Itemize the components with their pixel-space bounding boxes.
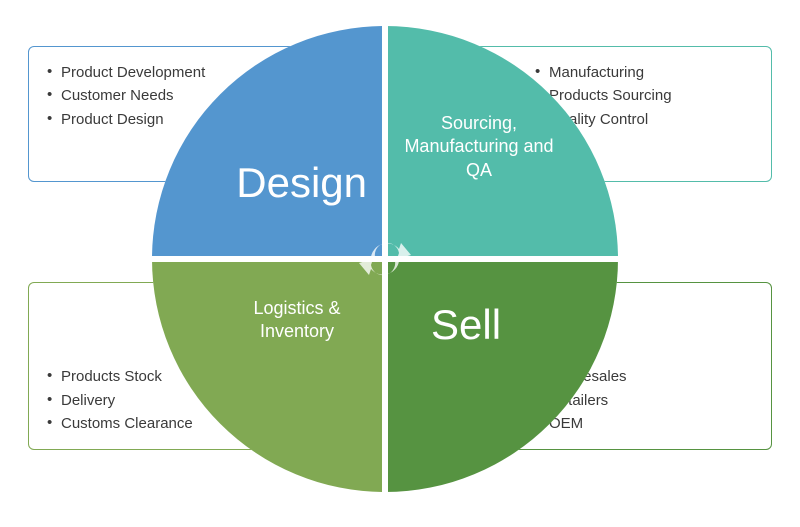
- slice-title-design: Design: [187, 159, 367, 207]
- slice-title-logistics: Logistics & Inventory: [227, 297, 367, 344]
- slice-title-sourcing: Sourcing, Manufacturing and QA: [399, 112, 559, 182]
- logistics-bullet-list: Products Stock Delivery Customs Clearanc…: [47, 365, 193, 435]
- list-item: Products Stock: [47, 365, 193, 388]
- list-item: Products Sourcing: [535, 84, 753, 107]
- cycle-arrows-icon: [353, 227, 417, 291]
- list-item: Customs Clearance: [47, 412, 193, 435]
- slice-title-sell: Sell: [431, 301, 571, 349]
- slice-logistics: Logistics & Inventory: [152, 259, 385, 492]
- list-item: Manufacturing: [535, 61, 753, 84]
- slice-sell: Sell: [385, 259, 618, 492]
- quadrant-pie: Design Sourcing, Manufacturing and QA Lo…: [152, 26, 618, 492]
- list-item: Delivery: [47, 389, 193, 412]
